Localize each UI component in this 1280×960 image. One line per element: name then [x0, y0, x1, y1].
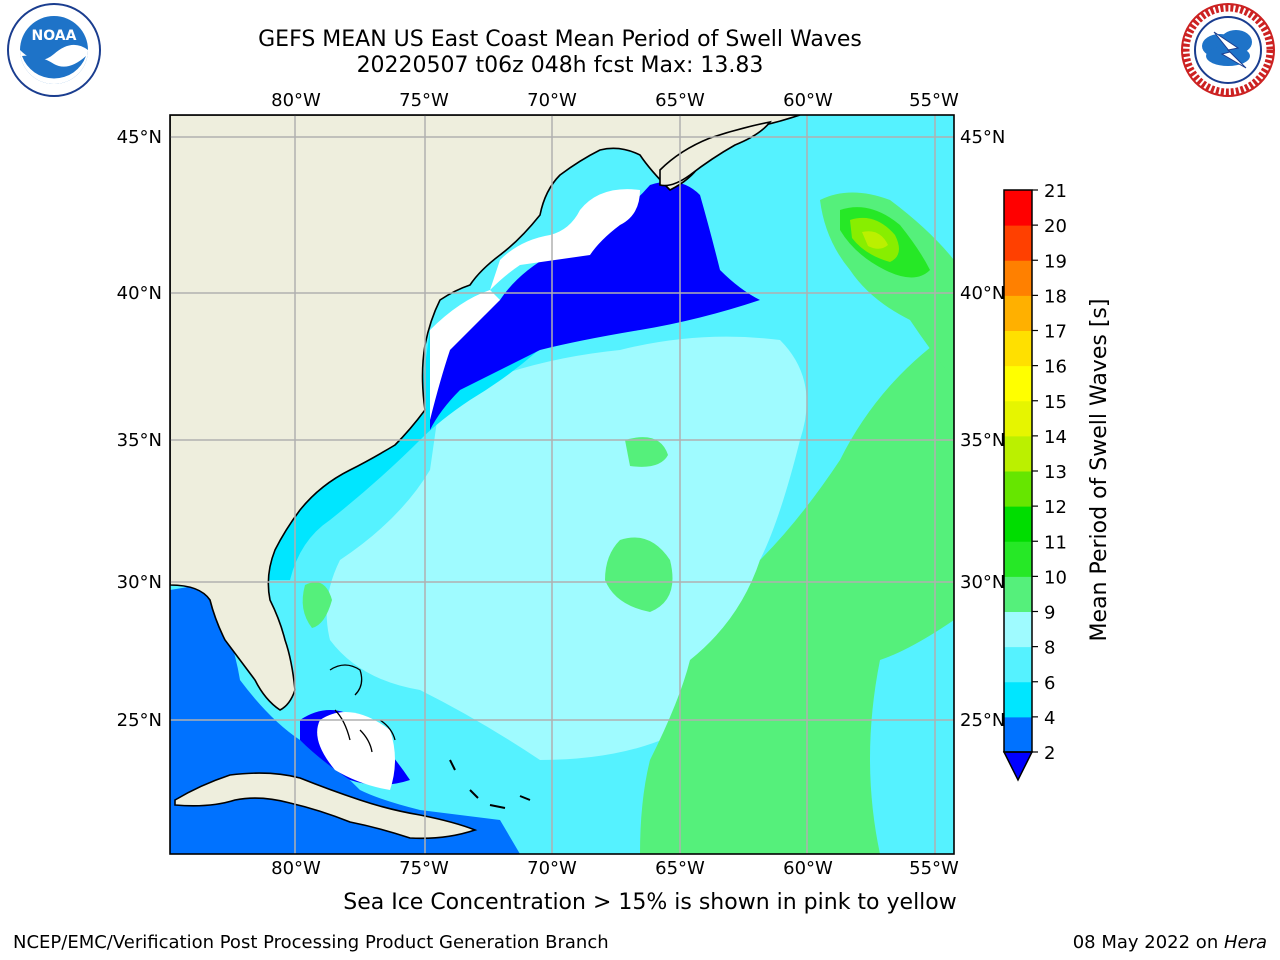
noaa-logo: NOAA — [7, 3, 101, 97]
colorbar-tick-label: 9 — [1044, 603, 1055, 624]
no-data-bahamas — [317, 712, 395, 790]
colorbar-segment — [1004, 576, 1032, 612]
colorbar-tick-label: 13 — [1044, 462, 1067, 483]
colorbar-segment — [1004, 400, 1032, 437]
colorbar-tick-label: 14 — [1044, 427, 1067, 448]
colorbar-tick-label: 11 — [1044, 532, 1067, 553]
colorbar-segment — [1004, 295, 1032, 331]
colorbar-label: Mean Period of Swell Waves [s] — [1087, 299, 1112, 642]
lon-label-top-70w: 70°W — [527, 90, 577, 111]
colorbar-tick-label: 19 — [1044, 251, 1067, 272]
colorbar-tick-label: 15 — [1044, 392, 1067, 413]
map-frame — [169, 114, 955, 855]
swell-zone-2-4-northeast — [430, 181, 760, 430]
lat-label-left-25n: 25°N — [117, 710, 162, 731]
colorbar-segment — [1004, 365, 1032, 402]
colorbar-tick-label: 10 — [1044, 567, 1067, 588]
lat-label-left-35n: 35°N — [117, 430, 162, 451]
footer-date-text: 08 May 2022 on — [1072, 932, 1224, 953]
nws-logo — [1181, 3, 1275, 97]
colorbar-segment — [1004, 190, 1032, 226]
lon-label-top-80w: 80°W — [271, 90, 321, 111]
colorbar: 2 4 6 8 9 10 11 12 13 14 15 16 17 18 19 20 21 — [1002, 181, 1067, 782]
swell-zone-13-14 — [862, 231, 888, 249]
colorbar-segment — [1004, 646, 1032, 683]
land-nova-scotia — [659, 120, 772, 187]
lon-label-top-65w: 65°W — [655, 90, 705, 111]
colorbar-tick-label: 21 — [1044, 181, 1067, 202]
colorbar-tick-label: 6 — [1044, 673, 1055, 694]
lon-label-top-55w: 55°W — [909, 90, 959, 111]
lat-label-right-45n: 45°N — [960, 127, 1005, 148]
lat-label-right-40n: 40°N — [960, 283, 1005, 304]
sea-ice-caption: Sea Ice Concentration > 15% is shown in … — [343, 890, 957, 915]
no-data-shelf-midatlantic — [430, 290, 500, 420]
land-caribbean-islands — [449, 759, 531, 809]
footer-date: 08 May 2022 on Hera — [1073, 932, 1267, 953]
colorbar-segment — [1004, 611, 1032, 648]
colorbar-tick-label: 17 — [1044, 322, 1067, 343]
colorbar-segment — [1004, 681, 1032, 718]
lon-label-bottom-55w: 55°W — [909, 858, 959, 879]
footer-host: Hera — [1223, 932, 1267, 953]
swell-zone-9-10-mid — [605, 537, 673, 612]
swell-zone-9-10-southeast — [640, 330, 954, 854]
lon-label-bottom-80w: 80°W — [271, 858, 321, 879]
colorbar-tick-label: 2 — [1044, 743, 1055, 764]
colorbar-segment — [1004, 716, 1032, 753]
colorbar-segment — [1004, 541, 1032, 577]
footer-credit: NCEP/EMC/Verification Post Processing Pr… — [13, 932, 609, 953]
map-plot-area — [170, 115, 954, 854]
colorbar-tick-label: 8 — [1044, 638, 1055, 659]
lat-label-left-45n: 45°N — [117, 127, 162, 148]
noaa-logo-text: NOAA — [32, 28, 77, 44]
land-bahamas — [329, 664, 396, 753]
land-cuba — [174, 772, 478, 840]
lat-label-right-30n: 30°N — [960, 572, 1005, 593]
colorbar-tick-label: 4 — [1044, 708, 1055, 729]
swell-zone-9-10-patch — [625, 437, 668, 467]
map-subtitle: 20220507 t06z 048h fcst Max: 13.83 — [356, 53, 764, 78]
swell-zone-9-10-florida — [302, 582, 332, 628]
colorbar-segment — [1004, 435, 1032, 472]
map-gridlines — [170, 115, 954, 854]
lon-label-top-60w: 60°W — [783, 90, 833, 111]
no-data-shelf-north — [490, 189, 640, 290]
lon-label-bottom-60w: 60°W — [783, 858, 833, 879]
lat-label-left-30n: 30°N — [117, 572, 162, 593]
lon-label-bottom-65w: 65°W — [655, 858, 705, 879]
swell-zone-8-9 — [326, 336, 807, 760]
lon-label-bottom-75w: 75°W — [399, 858, 449, 879]
lat-label-right-25n: 25°N — [960, 710, 1005, 731]
lat-label-left-40n: 40°N — [117, 283, 162, 304]
colorbar-extend-arrow — [1002, 751, 1034, 782]
colorbar-segment — [1004, 260, 1032, 296]
map-title: GEFS MEAN US East Coast Mean Period of S… — [258, 27, 862, 52]
lon-label-bottom-70w: 70°W — [527, 858, 577, 879]
colorbar-segment — [1004, 471, 1032, 507]
lat-label-right-35n: 35°N — [960, 430, 1005, 451]
colorbar-segment — [1004, 330, 1032, 367]
lon-label-top-75w: 75°W — [399, 90, 449, 111]
colorbar-tick-label: 18 — [1044, 286, 1067, 307]
colorbar-tick-label: 20 — [1044, 216, 1067, 237]
colorbar-tick-label: 12 — [1044, 497, 1067, 518]
colorbar-tick-label: 16 — [1044, 357, 1067, 378]
colorbar-segment — [1004, 506, 1032, 542]
colorbar-segment — [1004, 225, 1032, 261]
